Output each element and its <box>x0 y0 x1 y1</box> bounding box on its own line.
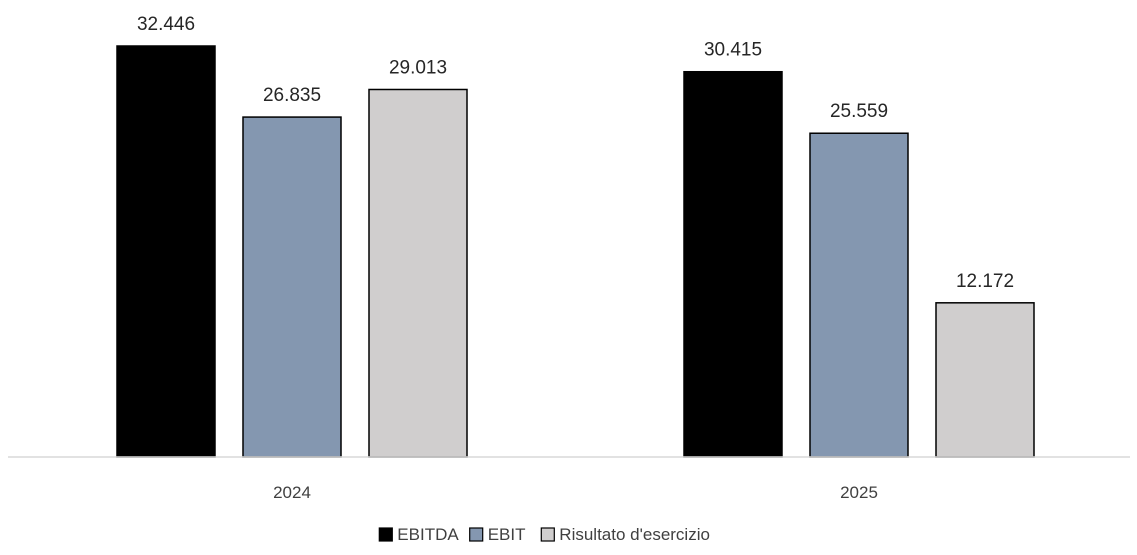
x-tick-label: 2025 <box>840 483 878 502</box>
data-label: 12.172 <box>956 271 1014 292</box>
legend-label: EBITDA <box>397 525 459 544</box>
bar-risultato-d-esercizio-2025 <box>935 302 1035 458</box>
legend-label: Risultato d'esercizio <box>559 525 710 544</box>
data-label: 32.446 <box>137 14 195 35</box>
legend-swatch <box>540 527 555 542</box>
legend: EBITDA EBIT Risultato d'esercizio <box>378 525 710 544</box>
bars-layer <box>116 45 1035 458</box>
legend-swatch <box>378 527 393 542</box>
data-label: 25.559 <box>830 101 888 122</box>
bar-ebit-2024 <box>242 116 342 458</box>
data-label: 29.013 <box>389 57 447 78</box>
data-labels-layer: 32.446 26.835 29.013 30.415 25.559 12.172 <box>137 14 1014 292</box>
x-tick-labels: 2024 2025 <box>273 483 878 502</box>
data-label: 30.415 <box>704 40 762 61</box>
data-label: 26.835 <box>263 85 321 106</box>
bar-ebitda-2025 <box>683 70 783 458</box>
bar-ebitda-2024 <box>116 45 216 458</box>
bar-ebit-2025 <box>809 132 909 458</box>
legend-label: EBIT <box>488 525 526 544</box>
x-tick-label: 2024 <box>273 483 311 502</box>
legend-swatch <box>469 527 484 542</box>
bar-risultato-d-esercizio-2024 <box>368 88 468 458</box>
